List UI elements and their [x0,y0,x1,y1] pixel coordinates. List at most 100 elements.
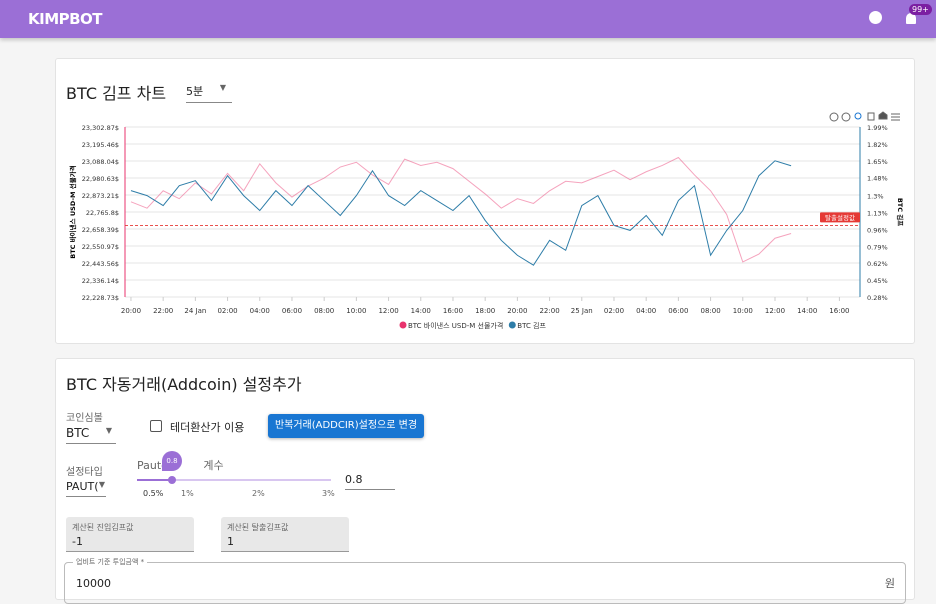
interval-value: 5분 [186,85,204,98]
annotation-box [820,212,860,223]
form-card: BTC 자동거래(Addcoin) 설정추가 코인심볼 BTC ▼ 테더환산가 이… [55,358,915,604]
coin-symbol-value: BTC [66,426,90,440]
y2-tick-label: 0.28% [867,294,888,302]
menu-icon[interactable] [891,113,900,121]
slider-mark: 2% [252,489,265,498]
entry-kimp-value: -1 [72,535,83,548]
y-tick-label: 22,443.56$ [82,260,119,268]
zoom-in-icon[interactable] [829,112,839,122]
x-tick-label: 02:00 [604,307,624,315]
x-tick-label: 04:00 [636,307,656,315]
x-tick-label: 06:00 [668,307,688,315]
x-tick-label: 20:00 [507,307,527,315]
y-tick-label: 22,228.73$ [82,294,119,302]
annotation-label: 탈출설정값 [825,213,855,222]
x-tick-label: 10:00 [346,307,366,315]
zoom-icon[interactable] [854,112,862,120]
y-tick-label: 22,765.8$ [86,209,119,217]
slider-rail [137,479,331,481]
x-tick-label: 25 Jan [571,307,593,315]
slider-mark: 3% [322,489,335,498]
y-tick-label: 22,980.63$ [82,175,119,183]
y2-tick-label: 0.45% [867,277,888,285]
x-tick-label: 22:00 [539,307,559,315]
y2-tick-label: 1.65% [867,158,888,166]
slider-mark: 0.5% [143,489,164,498]
x-tick-label: 24 Jan [184,307,206,315]
bell-icon[interactable] [906,13,916,24]
exit-kimp-field: 계산된 탈출김프값 1 [221,517,349,552]
alert-icon[interactable] [869,11,882,24]
y-axis-title: BTC 바이낸스 USD-M 선물가격 [68,165,77,258]
exit-kimp-value: 1 [227,535,234,548]
x-tick-label: 02:00 [217,307,237,315]
y2-tick-label: 1.99% [867,124,888,132]
y-tick-label: 22,336.14$ [82,277,119,285]
entry-kimp-label: 계산된 진입김프값 [72,523,134,532]
y2-tick-label: 0.79% [867,243,888,251]
legend-label: BTC 바이낸스 USD-M 선물가격 [408,321,503,330]
x-tick-label: 18:00 [475,307,495,315]
chart-title: BTC 김프 차트 [66,84,167,103]
y-tick-label: 22,873.21$ [82,192,119,200]
amount-field[interactable]: 업비트 기준 투입금액 * 10000 원 [64,557,906,604]
slider-input[interactable]: 0.8 [345,473,395,490]
y2-tick-label: 1.13% [867,209,888,217]
series-line [130,156,792,263]
amount-label: 업비트 기준 투입금액 * [73,557,148,567]
chart-card: BTC 김프 차트 5분 ▼ [55,58,915,344]
x-tick-label: 16:00 [443,307,463,315]
y-tick-label: 23,195.46$ [82,141,119,149]
setting-type-label: 설정타입 [66,467,103,478]
y2-tick-label: 0.96% [867,226,888,234]
switch-button[interactable]: 반복거래(ADDCIR)설정으로 변경 [268,414,424,438]
toolbar [829,111,900,122]
x-tick-label: 20:00 [121,307,141,315]
form-title: BTC 자동거래(Addcoin) 설정추가 [66,375,302,394]
slider-mark: 1% [181,489,194,498]
interval-select[interactable]: 5분 ▼ [186,83,232,103]
home-icon[interactable] [878,111,888,120]
x-tick-label: 12:00 [765,307,785,315]
y2-tick-label: 1.3% [867,193,884,201]
y2-axis-title: BTC 김프 [896,198,905,226]
x-tick-label: 08:00 [700,307,720,315]
y-tick-label: 22,658.39$ [82,226,119,234]
app-title[interactable]: KIMPBOT [28,10,103,28]
coin-symbol-select[interactable]: BTC ▼ [66,426,116,444]
setting-type-select[interactable]: PAUT(▼ [66,480,106,497]
x-tick-label: 04:00 [250,307,270,315]
x-tick-label: 22:00 [153,307,173,315]
x-tick-label: 06:00 [282,307,302,315]
y-tick-label: 23,088.04$ [82,158,119,166]
slider-bubble: 0.8 [162,451,182,471]
exit-kimp-label: 계산된 탈출김프값 [227,523,289,532]
entry-kimp-field: 계산된 진입김프값 -1 [66,517,194,552]
slider-input-value: 0.8 [345,473,363,486]
amount-suffix: 원 [884,577,895,590]
slider-thumb[interactable] [168,476,176,484]
setting-type-value: PAUT( [66,480,99,493]
x-tick-label: 14:00 [411,307,431,315]
legend-marker [508,321,516,329]
y-tick-label: 22,550.97$ [82,243,119,251]
legend-marker [399,321,407,329]
tether-checkbox[interactable] [150,420,162,432]
x-tick-label: 14:00 [797,307,817,315]
slider-track [137,479,172,481]
x-tick-label: 16:00 [829,307,849,315]
tether-label: 테더환산가 이용 [170,421,245,434]
pan-icon[interactable] [867,112,875,121]
y-tick-label: 23,302.87$ [82,124,119,132]
legend-label: BTC 김프 [517,322,546,330]
coin-symbol-label: 코인심볼 [66,413,103,424]
notification-badge: 99+ [909,4,932,15]
chart: 22,228.73$ 22,336.14$ 22,443.56$ 22,550.97$… [68,111,905,330]
y2-tick-label: 0.62% [867,260,888,268]
y2-tick-label: 1.48% [867,175,888,183]
x-tick-label: 10:00 [733,307,753,315]
series-line [130,160,792,266]
amount-value: 10000 [76,577,111,590]
zoom-out-icon[interactable] [841,112,851,122]
